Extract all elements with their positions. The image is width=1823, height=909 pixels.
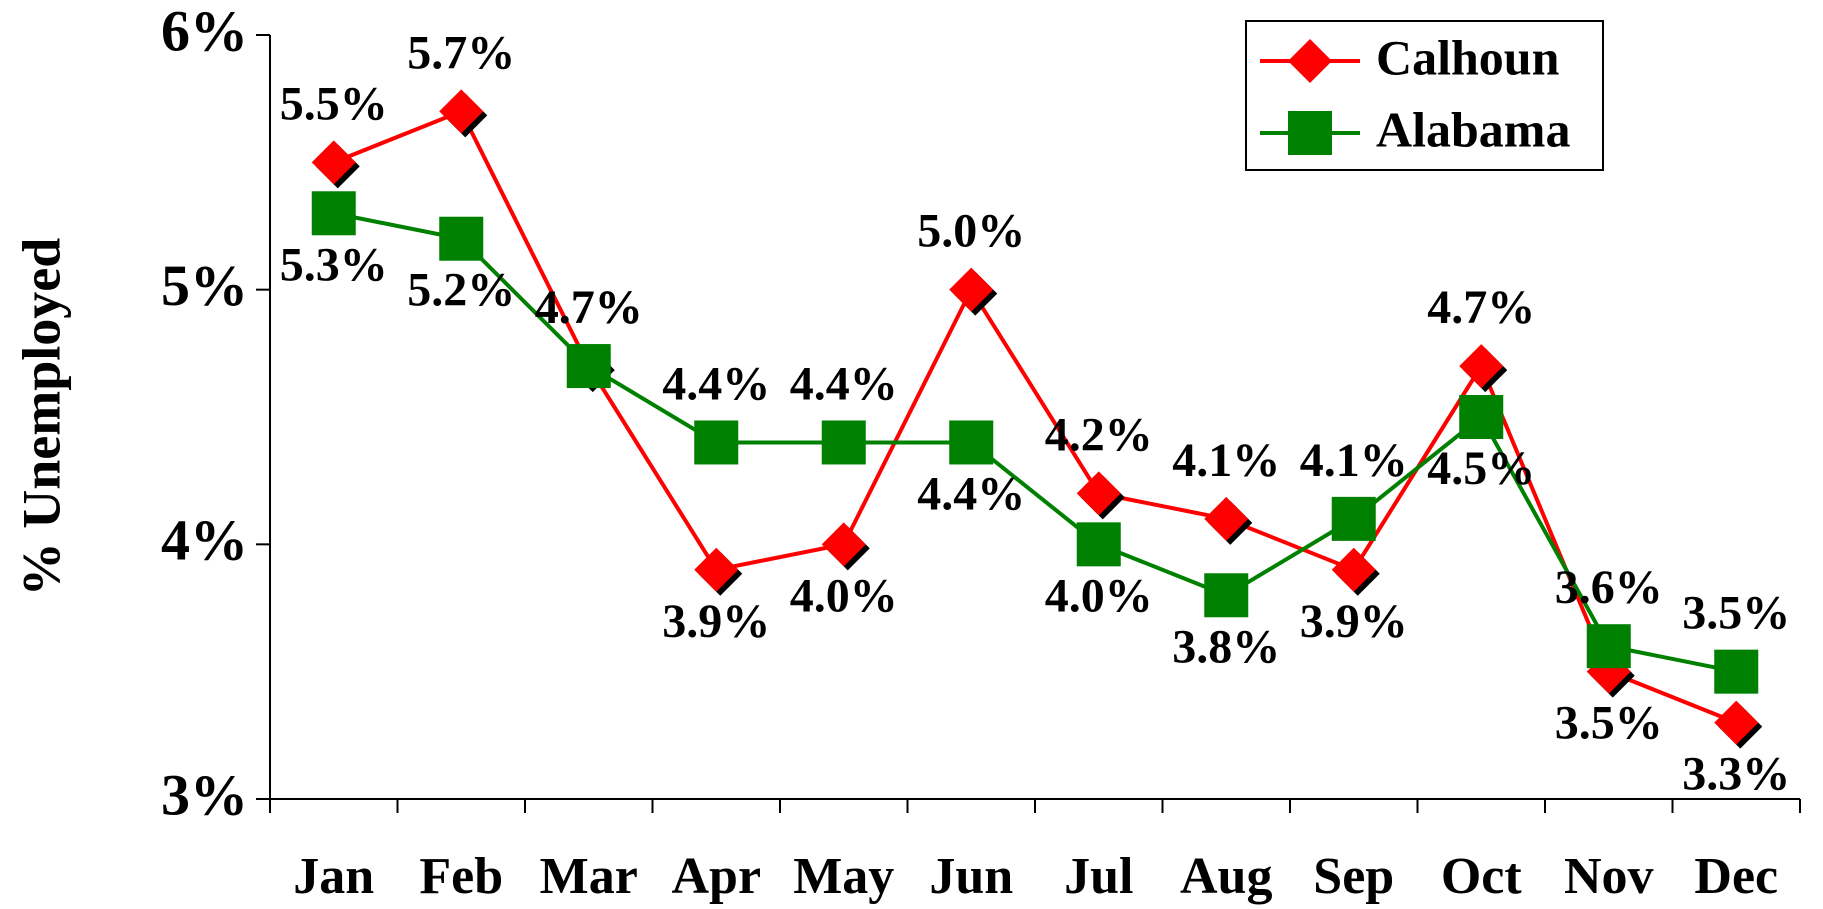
- y-tick-label: 6%: [161, 0, 248, 63]
- series-line: [334, 111, 1737, 722]
- marker: [439, 217, 483, 261]
- x-tick-label: Feb: [419, 848, 503, 905]
- legend-marker: [1288, 111, 1332, 155]
- marker: [1332, 497, 1376, 541]
- legend-label: Alabama: [1376, 101, 1570, 157]
- marker: [567, 344, 611, 388]
- data-label: 4.0%: [790, 569, 898, 622]
- x-tick-label: May: [793, 848, 894, 905]
- data-label: 4.4%: [917, 467, 1025, 520]
- x-tick-label: Sep: [1313, 848, 1394, 905]
- y-tick-label: 3%: [161, 762, 248, 827]
- data-label: 3.5%: [1555, 697, 1663, 750]
- data-label: 3.5%: [1682, 587, 1790, 640]
- data-label: 4.1%: [1300, 434, 1408, 487]
- x-tick-label: Mar: [540, 848, 638, 905]
- data-label: 4.2%: [1045, 408, 1153, 461]
- x-tick-label: Jun: [929, 848, 1013, 905]
- marker: [1332, 548, 1376, 592]
- data-label: 5.5%: [280, 77, 388, 130]
- marker: [1204, 573, 1248, 617]
- marker: [312, 191, 356, 235]
- marker: [439, 89, 483, 133]
- data-label: 3.8%: [1172, 620, 1280, 673]
- data-label: 5.0%: [917, 205, 1025, 258]
- marker: [1459, 395, 1503, 439]
- data-label: 3.9%: [1300, 595, 1408, 648]
- marker: [1077, 471, 1121, 515]
- x-tick-label: Jul: [1064, 848, 1133, 905]
- marker: [1077, 522, 1121, 566]
- data-label: 4.1%: [1172, 434, 1280, 487]
- marker: [822, 420, 866, 464]
- y-tick-label: 4%: [161, 508, 248, 573]
- data-label: 4.4%: [662, 357, 770, 410]
- data-label: 4.7%: [535, 281, 643, 334]
- chart: % Unemployed 3% 4% 5% 6% Jan Feb Mar Apr May Jun J…: [0, 0, 1823, 909]
- marker: [1459, 344, 1503, 388]
- data-label: 4.5%: [1427, 442, 1535, 495]
- marker: [1204, 497, 1248, 541]
- y-axis-label: % Unemployed: [11, 238, 71, 597]
- marker: [1714, 701, 1758, 745]
- marker: [822, 522, 866, 566]
- data-label: 4.0%: [1045, 569, 1153, 622]
- x-tick-label: Apr: [671, 848, 761, 905]
- x-tick-label: Jan: [293, 848, 374, 905]
- x-tick-label: Dec: [1694, 848, 1778, 905]
- data-label: 3.3%: [1682, 748, 1790, 801]
- data-label: 5.3%: [280, 238, 388, 291]
- data-label: 5.2%: [407, 264, 515, 317]
- marker: [694, 548, 738, 592]
- marker: [694, 420, 738, 464]
- marker: [1714, 650, 1758, 694]
- marker: [1587, 624, 1631, 668]
- data-label: 5.7%: [407, 26, 515, 79]
- data-label: 4.7%: [1427, 281, 1535, 334]
- x-tick-label: Nov: [1564, 848, 1654, 905]
- legend-label: Calhoun: [1376, 29, 1560, 85]
- data-label: 4.4%: [790, 357, 898, 410]
- y-tick-label: 5%: [161, 253, 248, 318]
- marker: [949, 268, 993, 312]
- x-tick-label: Oct: [1441, 848, 1523, 905]
- marker: [312, 140, 356, 184]
- data-label: 3.6%: [1555, 561, 1663, 614]
- marker: [949, 420, 993, 464]
- x-tick-label: Aug: [1180, 848, 1272, 905]
- data-label: 3.9%: [662, 595, 770, 648]
